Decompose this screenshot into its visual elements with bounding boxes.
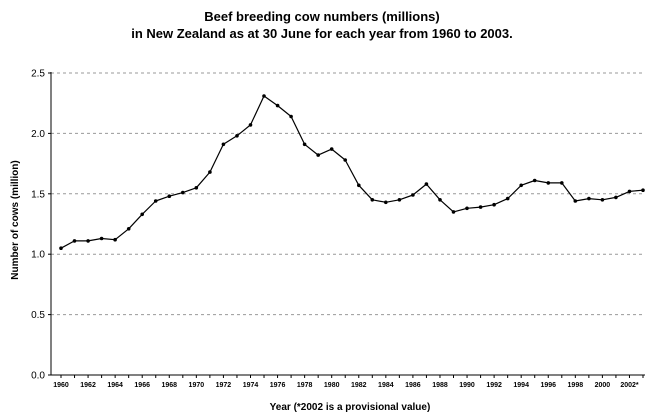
data-point: [641, 188, 645, 192]
data-point: [343, 158, 348, 162]
data-point: [86, 239, 90, 243]
data-point: [532, 178, 537, 183]
series-line: [60, 95, 644, 249]
y-tick-label: 2.5: [31, 69, 45, 80]
data-point: [99, 236, 104, 241]
y-tick-label: 1.0: [31, 250, 45, 261]
data-point: [411, 193, 415, 197]
data-point: [451, 210, 456, 214]
data-point: [546, 181, 551, 185]
x-tick-label: 1964: [107, 382, 123, 389]
data-point: [329, 147, 334, 151]
y-tick-label: 1.5: [31, 189, 45, 200]
data-point: [59, 246, 63, 250]
x-tick-label: 1970: [189, 382, 205, 389]
data-point: [600, 198, 605, 202]
x-axis-title: Year (*2002 is a provisional value): [270, 402, 431, 413]
data-point: [627, 189, 632, 194]
y-tick-labels: 0.0 0.5 1.0 1.5 2.0 2.5: [31, 69, 45, 382]
data-point: [113, 237, 117, 242]
data-point: [208, 170, 212, 174]
x-tick-label: 1994: [513, 382, 529, 389]
data-point: [262, 94, 266, 98]
data-point: [357, 183, 361, 188]
x-tick-label: 1998: [568, 382, 584, 389]
x-tick-label: 1974: [243, 382, 259, 389]
data-point: [221, 142, 226, 147]
data-points: [59, 94, 645, 250]
x-tick-label: 1978: [297, 382, 313, 389]
data-point: [397, 198, 402, 202]
x-tick-label: 1966: [134, 382, 150, 389]
x-tick-label: 1982: [351, 382, 367, 389]
x-tick-label: 1986: [405, 382, 421, 389]
data-point: [614, 195, 618, 200]
data-point: [505, 196, 510, 201]
data-point: [289, 114, 293, 119]
data-point: [370, 198, 375, 202]
axes: [48, 72, 645, 378]
x-tick-label: 2000: [595, 382, 611, 389]
data-point: [316, 153, 321, 157]
chart-title-line-2: in New Zealand as at 30 June for each ye…: [131, 26, 513, 41]
x-tick-label: 1984: [378, 382, 394, 389]
x-tick-label: 1960: [53, 382, 69, 389]
data-point: [153, 199, 158, 203]
data-point: [573, 199, 578, 203]
y-tick-label: 0.0: [31, 371, 45, 382]
series-cows: [60, 95, 644, 249]
data-point: [167, 194, 172, 198]
data-point: [235, 134, 239, 138]
data-point: [587, 196, 591, 201]
data-point: [181, 190, 185, 195]
x-tick-label: 2002*: [620, 382, 639, 389]
data-point: [275, 103, 280, 108]
x-tick-label: 1992: [486, 382, 502, 389]
data-point: [519, 183, 523, 188]
x-tick-label: 1968: [161, 382, 177, 389]
gridlines: [51, 72, 645, 316]
x-tick-label: 1990: [459, 382, 475, 389]
x-tick-label: 1988: [432, 382, 448, 389]
chart-title: Beef breeding cow numbers (millions) in …: [131, 9, 513, 41]
data-point: [140, 212, 144, 217]
x-tick-labels: 1960 1962 1964 1966 1968 1970 1972 1974 1976 1978…: [53, 382, 639, 389]
data-point: [492, 202, 496, 207]
x-tick-label: 1980: [324, 382, 340, 389]
data-point: [302, 142, 307, 147]
y-axis-title: Number of cows (million): [10, 160, 21, 279]
data-point: [194, 186, 199, 190]
chart-title-line-1: Beef breeding cow numbers (millions): [204, 9, 439, 24]
data-point: [560, 181, 564, 185]
x-tick-label: 1972: [216, 382, 232, 389]
y-tick-label: 0.5: [31, 310, 45, 321]
data-point: [248, 123, 253, 127]
x-tick-label: 1962: [80, 382, 96, 389]
x-tick-label: 1976: [270, 382, 286, 389]
data-point: [126, 227, 131, 231]
data-point: [384, 200, 388, 205]
y-tick-label: 2.0: [31, 129, 45, 140]
data-point: [465, 206, 469, 211]
x-tick-label: 1996: [540, 382, 556, 389]
data-point: [72, 239, 77, 243]
data-point: [424, 182, 429, 186]
data-point: [438, 198, 442, 202]
data-point: [478, 205, 483, 209]
